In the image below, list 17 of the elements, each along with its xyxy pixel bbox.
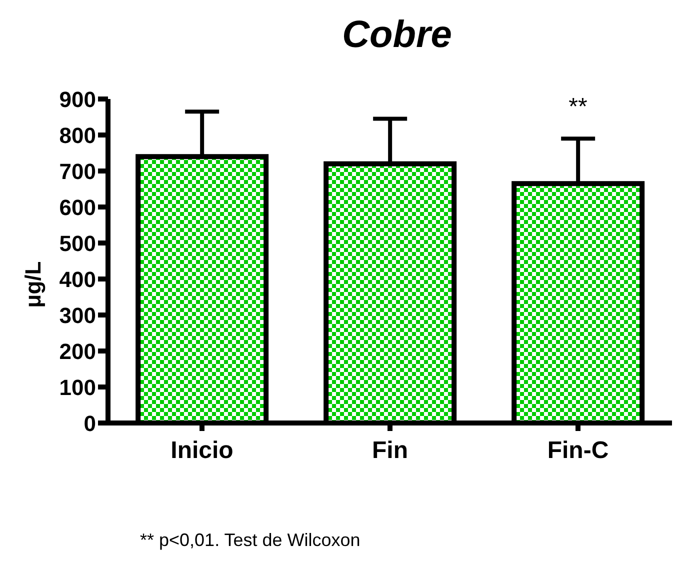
annotation: ** bbox=[568, 94, 588, 121]
x-tick-label: Fin-C bbox=[547, 437, 609, 464]
text: ** p<0,01. Test de Wilcoxon bbox=[140, 530, 360, 551]
y-tick-label: 200 bbox=[59, 338, 96, 364]
chart-title: Cobre bbox=[341, 14, 453, 57]
y-axis-title: μg/L bbox=[20, 261, 46, 308]
x-tick-label: Fin bbox=[372, 437, 408, 464]
y-tick-label: 500 bbox=[59, 230, 96, 256]
y-tick-label: 700 bbox=[59, 158, 96, 184]
x-tick-label: Inicio bbox=[170, 437, 234, 464]
y-tick-label: 0 bbox=[84, 410, 96, 436]
y-tick-label: 400 bbox=[59, 266, 96, 292]
y-tick-label: 800 bbox=[59, 122, 96, 148]
y-tick-label: 600 bbox=[59, 194, 96, 220]
y-tick-label: 300 bbox=[59, 302, 96, 328]
y-tick-label: 100 bbox=[59, 374, 96, 400]
y-tick-label: 900 bbox=[59, 86, 96, 112]
